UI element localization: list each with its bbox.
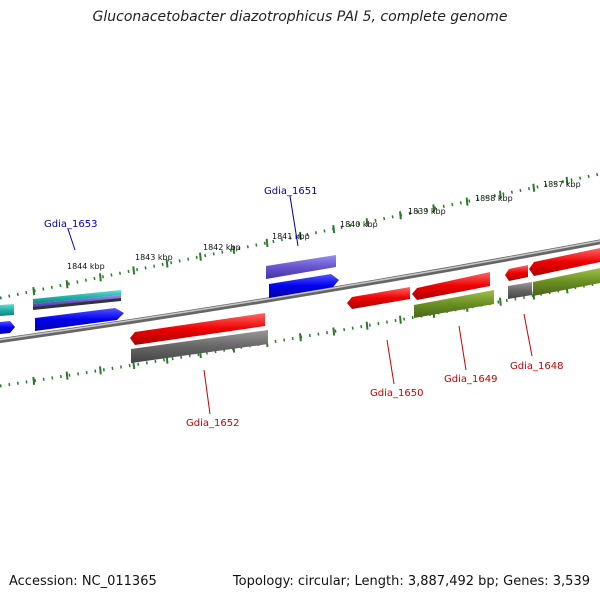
- forward-features: [0, 255, 339, 334]
- ruler-major-tick: [65, 371, 69, 380]
- gene-feature-olive-right[interactable]: [533, 268, 600, 296]
- ruler-major-tick: [499, 297, 502, 306]
- ruler-major-tick: [65, 280, 69, 289]
- leader-gdia-1651: [289, 195, 299, 247]
- genome-summary-text: Topology: circular; Length: 3,887,492 bp…: [232, 574, 590, 589]
- ruler-major-tick: [499, 190, 502, 199]
- ruler-major-tick: [565, 176, 569, 185]
- map-title: Gluconacetobacter diazotrophicus PAI 5, …: [92, 9, 508, 25]
- scale-label: 1843 kbp: [135, 253, 173, 262]
- ruler-major-tick: [365, 321, 369, 330]
- leader-gdia-1648: [523, 313, 533, 357]
- ruler-major-tick: [99, 273, 102, 282]
- label-leaders: [67, 195, 533, 415]
- gene-feature-small-red[interactable]: [505, 265, 528, 281]
- gene-feature-cyan-edge[interactable]: [0, 304, 14, 316]
- ruler-major-tick: [165, 259, 169, 268]
- ruler-major-tick: [265, 238, 269, 247]
- gene-label-gdia-1650: Gdia_1650: [370, 388, 423, 399]
- gene-label-gdia-1649: Gdia_1649: [444, 374, 497, 385]
- ruler-major-tick: [332, 225, 336, 234]
- gene-feature-gdia-1651-purple[interactable]: [266, 255, 336, 279]
- leader-gdia-1650: [386, 339, 395, 385]
- gene-feature-blue-edge[interactable]: [0, 321, 15, 334]
- ruler-major-tick: [32, 287, 36, 296]
- leader-gdia-1649: [458, 325, 467, 371]
- gene-feature-gdia-1651[interactable]: [269, 274, 339, 298]
- leader-gdia-1652: [203, 369, 211, 415]
- outer-major-ticks: [32, 176, 569, 296]
- gene-label-gdia-1652: Gdia_1652: [186, 418, 239, 429]
- gene-labels: Gdia_1653 Gdia_1651 Gdia_1652 Gdia_1650 …: [44, 186, 563, 429]
- ruler-major-tick: [332, 327, 336, 336]
- scale-label: 1837 kbp: [543, 180, 581, 189]
- accession-text: Accession: NC_011365: [9, 574, 157, 589]
- ruler-major-tick: [232, 245, 236, 254]
- gene-feature-gdia-1652[interactable]: [130, 313, 265, 345]
- scale-labels: 1837 kbp 1838 kbp 1839 kbp 1840 kbp 1841…: [67, 180, 581, 271]
- ruler-major-tick: [99, 366, 102, 375]
- ruler-major-tick: [299, 333, 302, 342]
- scale-label: 1841 kbp: [272, 232, 310, 241]
- gene-feature-gdia-1653[interactable]: [35, 308, 124, 331]
- gene-label-gdia-1653: Gdia_1653: [44, 219, 97, 230]
- gene-feature-gdia-1650[interactable]: [347, 287, 410, 309]
- ruler-major-tick: [365, 218, 369, 227]
- gene-feature-gdia-1649[interactable]: [412, 272, 490, 300]
- gene-feature-cyan[interactable]: [33, 290, 121, 310]
- gene-feature-gdia-1652-gray[interactable]: [131, 330, 268, 363]
- gene-feature-gdia-1649-olive[interactable]: [414, 290, 494, 318]
- ruler-major-tick: [199, 252, 202, 261]
- gene-feature-gdia-1648[interactable]: [529, 248, 600, 276]
- scale-label: 1844 kbp: [67, 262, 105, 271]
- ruler-major-tick: [399, 211, 402, 220]
- ruler-major-tick: [132, 266, 136, 275]
- ruler-major-tick: [299, 231, 302, 241]
- gene-label-gdia-1651: Gdia_1651: [264, 186, 317, 197]
- ruler-major-tick: [32, 376, 36, 385]
- ruler-major-tick: [399, 315, 402, 324]
- outer-ruler: [0, 172, 600, 300]
- scale-label: 1840 kbp: [340, 220, 378, 229]
- gene-feature-gdia-1648-gray[interactable]: [508, 282, 532, 299]
- leader-gdia-1653: [67, 228, 76, 251]
- genome-backbone: [0, 239, 600, 344]
- ruler-major-tick: [432, 204, 436, 213]
- ruler-major-tick: [465, 197, 469, 206]
- scale-label: 1842 kbp: [203, 243, 241, 252]
- ruler-major-tick: [532, 183, 536, 192]
- scale-label: 1839 kbp: [408, 207, 446, 216]
- scale-label: 1838 kbp: [475, 194, 513, 203]
- gene-label-gdia-1648: Gdia_1648: [510, 361, 563, 372]
- reverse-features: [130, 248, 600, 363]
